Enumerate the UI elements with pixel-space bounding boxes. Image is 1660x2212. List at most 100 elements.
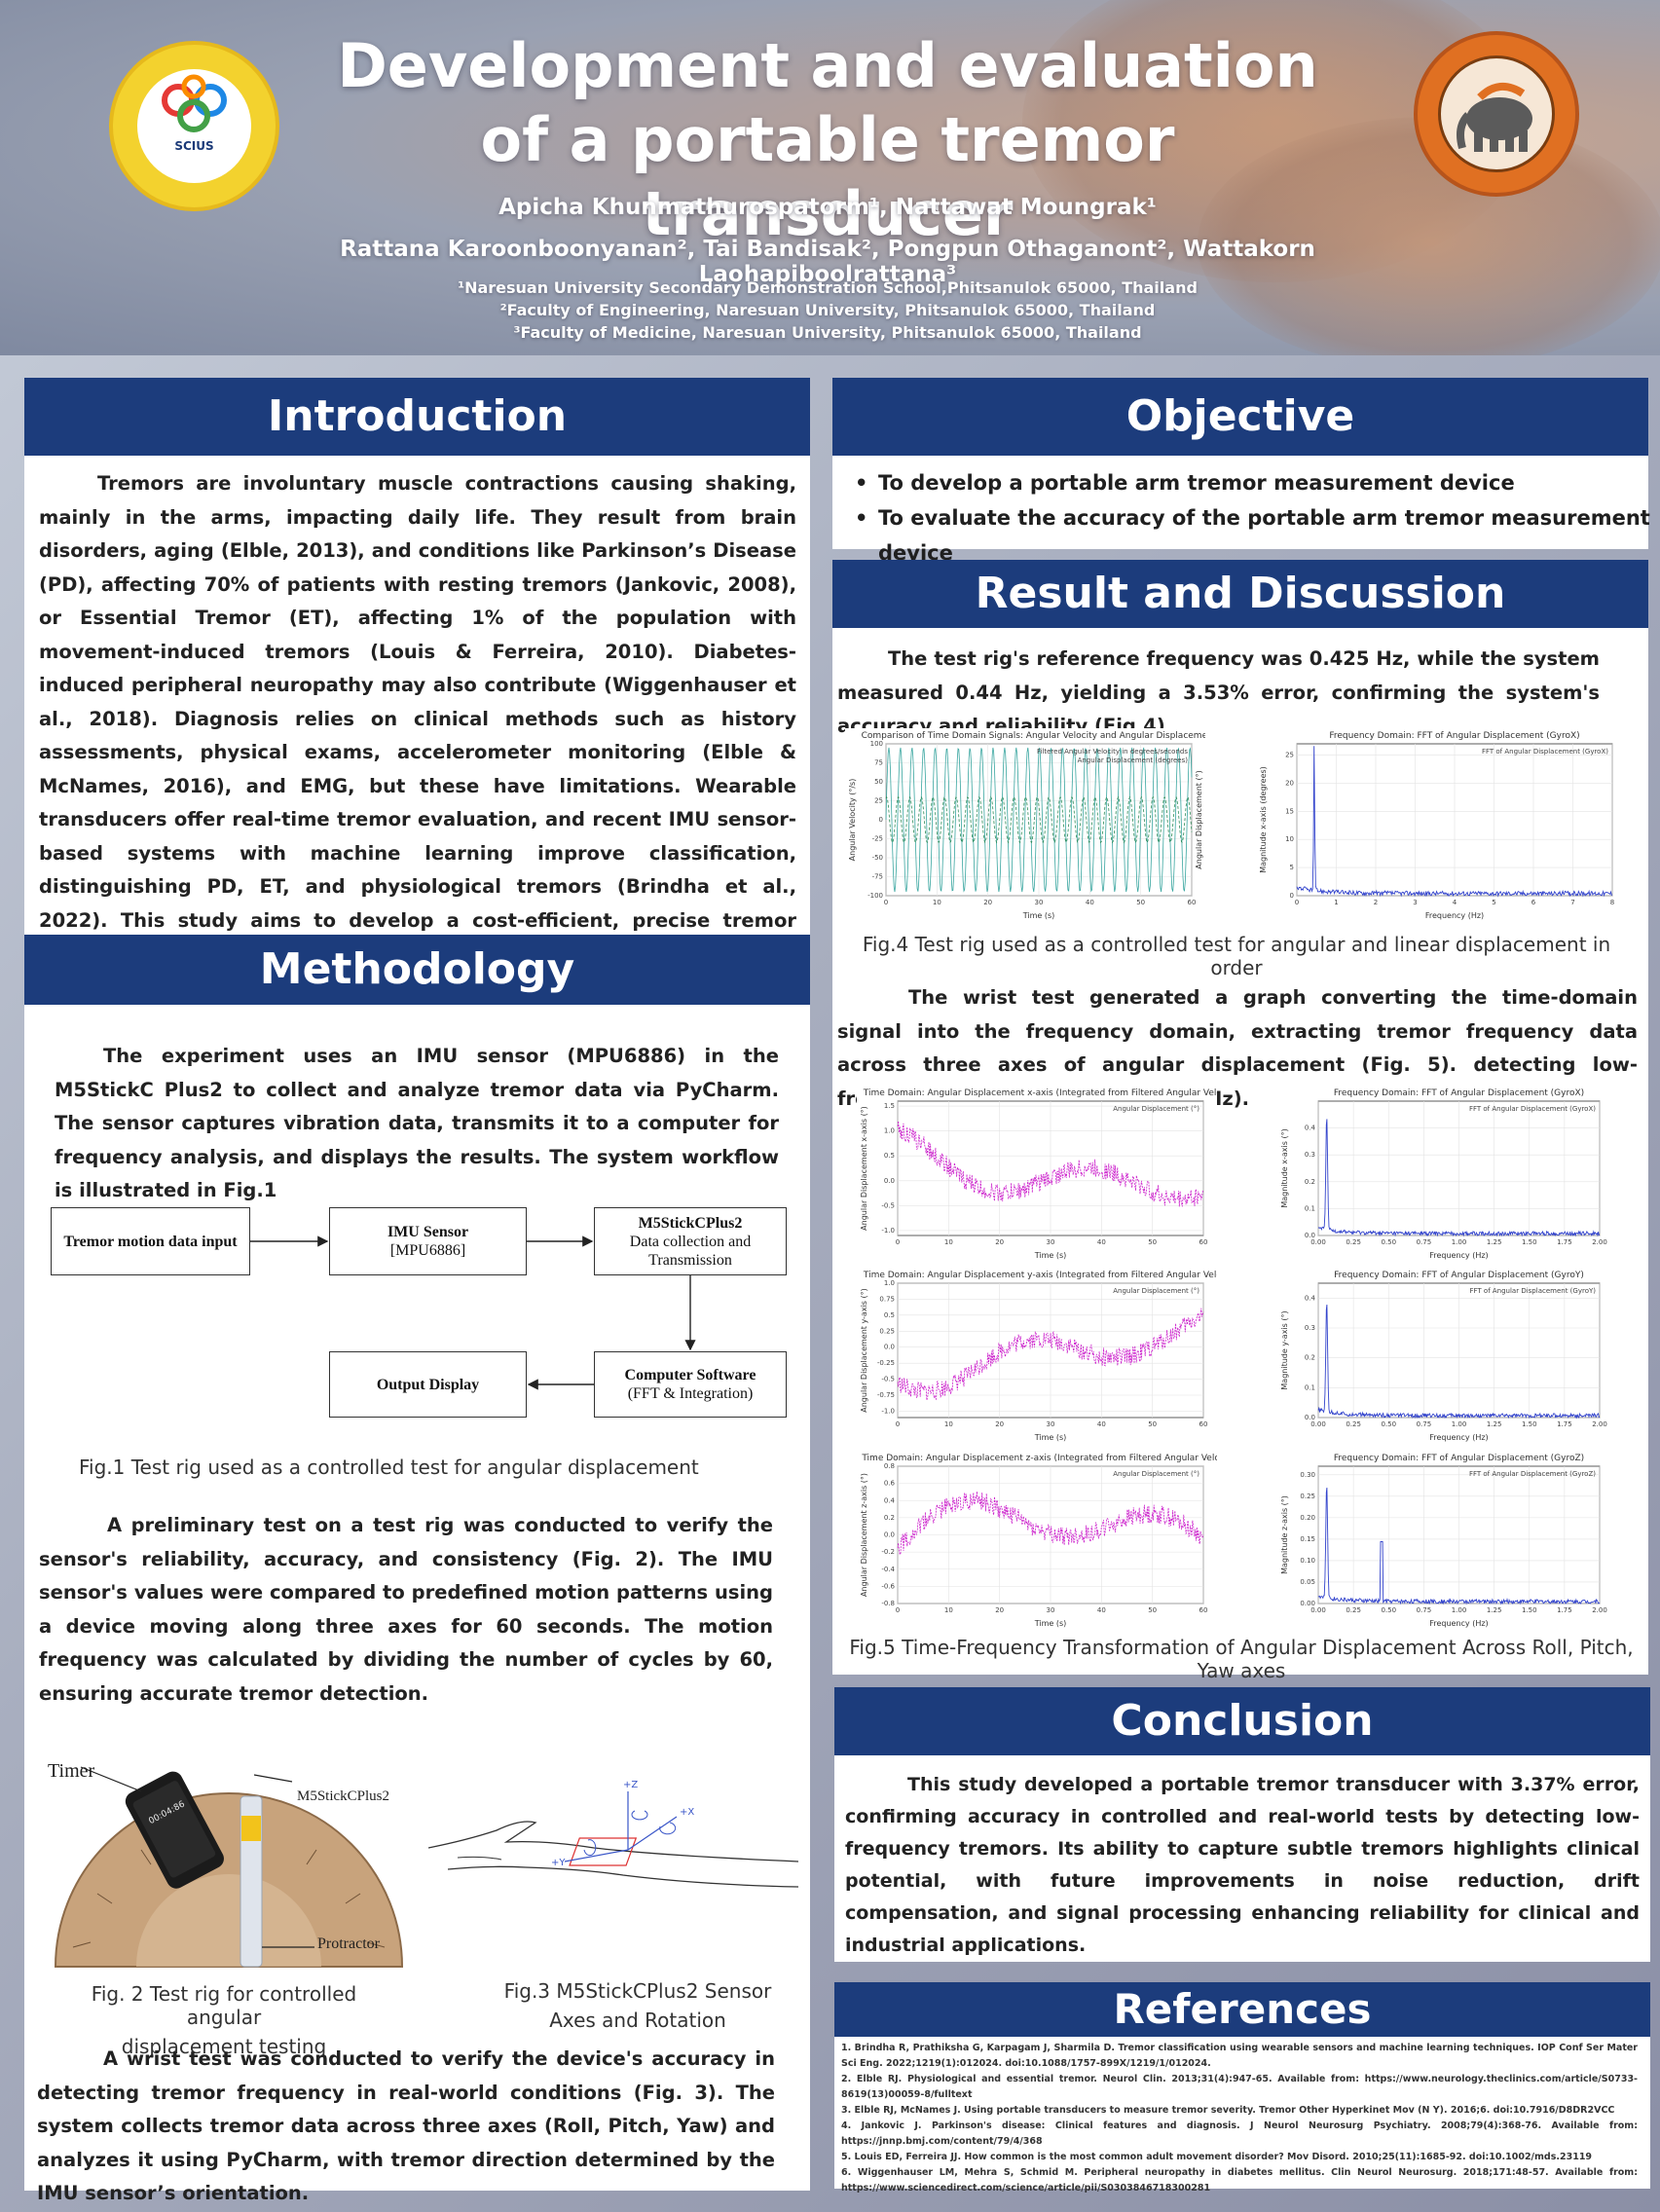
x-tick-label: 1.25 bbox=[1487, 1238, 1502, 1246]
y-tick-label: -0.5 bbox=[881, 1201, 895, 1209]
fig2-timer-label: Timer bbox=[48, 1760, 95, 1782]
y-axis-label: Angular Displacement z-axis (°) bbox=[860, 1473, 868, 1597]
x-axis-label: Frequency (Hz) bbox=[1429, 1619, 1488, 1628]
y-tick-label: 100 bbox=[870, 740, 883, 748]
y-tick-label: 0.25 bbox=[1300, 1493, 1315, 1500]
x-tick-label: 2.00 bbox=[1592, 1606, 1607, 1614]
x-tick-label: 0.00 bbox=[1310, 1606, 1326, 1614]
references-heading: References bbox=[834, 1982, 1650, 2037]
x-tick-label: 60 bbox=[1199, 1420, 1208, 1428]
x-tick-label: 0.00 bbox=[1310, 1238, 1326, 1246]
y-tick-label: 0.6 bbox=[884, 1480, 896, 1488]
scius-logo-text: SCIUS bbox=[174, 139, 214, 153]
x-tick-label: 60 bbox=[1188, 899, 1197, 906]
x-tick-label: 0 bbox=[896, 1606, 900, 1614]
fig5-y-fft-chart: Frequency Domain: FFT of Angular Displac… bbox=[1277, 1268, 1613, 1445]
x-axis-label: Time (s) bbox=[1022, 911, 1055, 920]
x-tick-label: 0.50 bbox=[1381, 1420, 1396, 1428]
x-tick-label: 1.00 bbox=[1452, 1238, 1467, 1246]
fig5-x-time-chart: Time Domain: Angular Displacement x-axis… bbox=[857, 1086, 1217, 1263]
y-tick-label: 1.5 bbox=[884, 1102, 895, 1110]
svg-text:+X: +X bbox=[680, 1807, 694, 1818]
flow-box-m5stick-title: M5StickCPlus2 bbox=[638, 1214, 743, 1232]
x-tick-label: 6 bbox=[1531, 899, 1536, 906]
x-tick-label: 0 bbox=[1295, 899, 1299, 906]
x-tick-label: 20 bbox=[983, 899, 992, 906]
y-tick-label: 0.0 bbox=[884, 1344, 895, 1351]
chart-background bbox=[857, 1086, 1217, 1263]
y-tick-label: 0.3 bbox=[1305, 1151, 1315, 1159]
x-tick-label: 2.00 bbox=[1592, 1420, 1607, 1428]
chart-background bbox=[857, 1268, 1217, 1445]
x-tick-label: 40 bbox=[1097, 1606, 1106, 1614]
y-tick-label: 0.1 bbox=[1305, 1383, 1315, 1391]
y-tick-label: 75 bbox=[874, 759, 883, 767]
x-axis-label: Time (s) bbox=[1034, 1433, 1067, 1442]
series-line bbox=[1296, 746, 1613, 898]
university-elephant-logo bbox=[1414, 31, 1579, 197]
flow-box-output-label: Output Display bbox=[376, 1376, 480, 1393]
reference-item: 3. Elble RJ, McNames J. Using portable t… bbox=[841, 2105, 1615, 2116]
x-tick-label: 1.75 bbox=[1557, 1606, 1572, 1614]
chart-background bbox=[845, 728, 1205, 923]
chart-title: Frequency Domain: FFT of Angular Displac… bbox=[1334, 1271, 1584, 1280]
x-axis-label: Time (s) bbox=[1034, 1251, 1067, 1260]
y-tick-label: 0.05 bbox=[1300, 1578, 1315, 1586]
y-axis-label: Angular Velocity (°/s) bbox=[848, 779, 857, 862]
authors-line-1: Apicha Khunmathurospatorm¹, Nattawat Mou… bbox=[498, 195, 1157, 220]
results-heading: Result and Discussion bbox=[832, 560, 1648, 628]
methodology-heading: Methodology bbox=[24, 935, 810, 1005]
fig4-fft-chart: Frequency Domain: FFT of Angular Displac… bbox=[1256, 728, 1626, 923]
x-tick-label: 50 bbox=[1148, 1420, 1157, 1428]
series-line bbox=[897, 1121, 1204, 1207]
x-tick-label: 1.50 bbox=[1522, 1420, 1537, 1428]
x-tick-label: 30 bbox=[1047, 1238, 1055, 1246]
legend-entry: FFT of Angular Displacement (GyroY) bbox=[1469, 1287, 1596, 1295]
scius-emblem-icon bbox=[162, 74, 227, 132]
x-tick-label: 60 bbox=[1199, 1238, 1208, 1246]
y-tick-label: -1.0 bbox=[881, 1227, 895, 1235]
x-tick-label: 10 bbox=[944, 1606, 953, 1614]
legend-entry: Angular Displacement (°) bbox=[1113, 1287, 1199, 1295]
methodology-text-2: A preliminary test on a test rig was con… bbox=[39, 1514, 773, 1705]
reference-item: 2. Elble RJ. Physiological and essential… bbox=[841, 2074, 1638, 2100]
y-tick-label: 0 bbox=[879, 816, 883, 824]
m5stick-device bbox=[241, 1816, 261, 1841]
reference-item: 4. Jankovic J. Parkinson's disease: Clin… bbox=[841, 2120, 1638, 2147]
flow-box-imu-sub: [MPU6886] bbox=[389, 1242, 466, 1259]
series-line bbox=[1317, 1487, 1601, 1605]
chart-background bbox=[857, 1451, 1217, 1631]
x-tick-label: 1 bbox=[1334, 899, 1338, 906]
x-tick-label: 1.75 bbox=[1557, 1420, 1572, 1428]
y-tick-label: -0.5 bbox=[881, 1376, 895, 1383]
y-tick-label: 0.5 bbox=[884, 1311, 895, 1319]
fig4-time-domain-chart: Comparison of Time Domain Signals: Angul… bbox=[845, 728, 1205, 923]
svg-text:+Z: +Z bbox=[623, 1780, 638, 1790]
x-tick-label: 0 bbox=[896, 1238, 900, 1246]
y-tick-label: 1.0 bbox=[884, 1279, 895, 1287]
x-tick-label: 40 bbox=[1097, 1420, 1106, 1428]
x-tick-label: 20 bbox=[995, 1606, 1004, 1614]
y-tick-label: 0.2 bbox=[1305, 1354, 1315, 1362]
title-line-2: of a portable tremor transducer bbox=[480, 104, 1175, 249]
x-tick-label: 1.50 bbox=[1522, 1238, 1537, 1246]
x-tick-label: 0.25 bbox=[1346, 1606, 1361, 1614]
flow-box-imu-title: IMU Sensor bbox=[387, 1224, 469, 1240]
y-tick-label: 0 bbox=[1290, 892, 1294, 900]
y-tick-label: 10 bbox=[1285, 835, 1294, 843]
x-tick-label: 10 bbox=[944, 1420, 953, 1428]
flow-box-m5stick-sub: Data collection and Transmission bbox=[629, 1233, 752, 1269]
legend-entry: FFT of Angular Displacement (GyroZ) bbox=[1469, 1470, 1596, 1478]
x-tick-label: 20 bbox=[995, 1420, 1004, 1428]
x-tick-label: 4 bbox=[1453, 899, 1457, 906]
y-tick-label: 25 bbox=[1285, 752, 1294, 759]
x-tick-label: 2.00 bbox=[1592, 1238, 1607, 1246]
legend-entry: FFT of Angular Displacement (GyroX) bbox=[1469, 1105, 1596, 1113]
y-tick-label: -1.0 bbox=[881, 1407, 895, 1415]
scius-logo: SCIUS bbox=[109, 41, 279, 211]
flow-box-software: Computer Software (FFT & Integration) bbox=[594, 1351, 787, 1418]
chart-title: Time Domain: Angular Displacement x-axis… bbox=[863, 1088, 1217, 1098]
x-axis-label: Frequency (Hz) bbox=[1429, 1251, 1488, 1260]
flow-arrows bbox=[250, 1235, 696, 1390]
y-axis-label: Magnitude x-axis (°) bbox=[1280, 1128, 1289, 1207]
